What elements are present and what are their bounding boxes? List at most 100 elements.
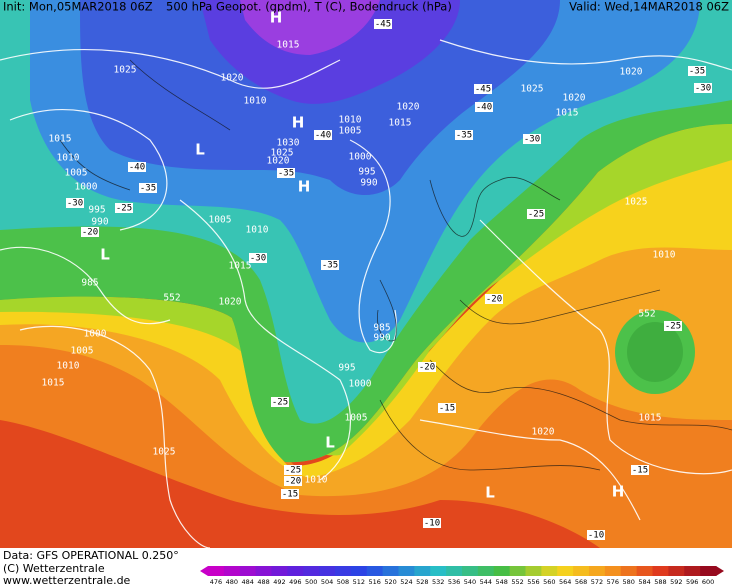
isobar-label: 1005 bbox=[345, 413, 368, 424]
isobar-label: 1005 bbox=[209, 215, 232, 226]
legend-swatch bbox=[509, 566, 526, 576]
temperature-label-box bbox=[284, 476, 302, 486]
legend-swatch bbox=[652, 566, 669, 576]
temperature-label: -45 bbox=[375, 20, 391, 30]
legend-level: 476 bbox=[210, 578, 222, 586]
temperature-label-box bbox=[374, 19, 392, 29]
legend-swatch bbox=[350, 566, 368, 576]
legend-level: 560 bbox=[543, 578, 555, 586]
legend-swatch bbox=[573, 566, 590, 576]
legend-level: 540 bbox=[464, 578, 476, 586]
temperature-label-box bbox=[418, 362, 436, 372]
legend-arrow-left bbox=[200, 566, 208, 576]
temperature-label: -30 bbox=[67, 199, 83, 209]
temperature-label-box bbox=[475, 102, 493, 112]
legend-swatch bbox=[446, 566, 463, 576]
temperature-label: -40 bbox=[129, 163, 145, 173]
legend-level: 576 bbox=[607, 578, 619, 586]
pressure-center: H bbox=[612, 483, 625, 501]
legend-swatch bbox=[414, 566, 431, 576]
temperature-label-box bbox=[271, 397, 289, 407]
temperature-label: -20 bbox=[82, 228, 98, 238]
legend-swatch bbox=[557, 566, 574, 576]
isobar-label: 1015 bbox=[556, 108, 579, 119]
legend-swatch bbox=[335, 566, 352, 576]
temperature-label-box bbox=[249, 253, 267, 263]
legend-level: 488 bbox=[257, 578, 269, 586]
temperature-label-box bbox=[527, 209, 545, 219]
temperature-label-box bbox=[485, 294, 503, 304]
map-labels: 1015102510201010103010251020101010051000… bbox=[42, 9, 712, 541]
temperature-label-box bbox=[115, 203, 133, 213]
isobar-label: 1005 bbox=[339, 126, 362, 137]
isobar-label: 1020 bbox=[532, 427, 555, 438]
legend-level: 484 bbox=[241, 578, 253, 586]
website: www.wetterzentrale.de bbox=[3, 574, 131, 587]
isobar-label: 1025 bbox=[271, 148, 294, 159]
isobar-label: 1010 bbox=[57, 361, 80, 372]
legend-level: 524 bbox=[400, 578, 412, 586]
legend-swatch bbox=[604, 566, 622, 576]
temperature-label: -15 bbox=[282, 490, 298, 500]
isobar-label: 1005 bbox=[71, 346, 94, 357]
legend-swatch bbox=[366, 566, 384, 576]
copyright: (C) Wetterzentrale bbox=[3, 562, 105, 575]
temperature-label: -35 bbox=[278, 169, 294, 179]
legend-level: 592 bbox=[670, 578, 682, 586]
map-title: 500 hPa Geopot. (gpdm), T (C), Bodendruc… bbox=[166, 0, 452, 14]
init-time: Init: Mon,05MAR2018 06Z bbox=[3, 0, 153, 14]
temperature-label: -25 bbox=[285, 466, 301, 476]
temperature-label-box bbox=[631, 465, 649, 475]
isobar-label: 1010 bbox=[305, 475, 328, 486]
legend-level: 552 bbox=[511, 578, 523, 586]
legend-swatch bbox=[668, 566, 685, 576]
temperature-label: -30 bbox=[695, 84, 711, 94]
temperature-label: -10 bbox=[588, 531, 604, 541]
isobar-label: 995 bbox=[358, 167, 375, 178]
legend-level: 544 bbox=[480, 578, 492, 586]
isobar-label: 1005 bbox=[65, 168, 88, 179]
legend-level: 508 bbox=[337, 578, 349, 586]
legend-swatch bbox=[255, 566, 272, 576]
isobar-label: 1000 bbox=[349, 152, 372, 163]
legend-swatch bbox=[287, 566, 304, 576]
valid-time: Valid: Wed,14MAR2018 06Z bbox=[569, 0, 729, 14]
isobar-label: 1020 bbox=[221, 73, 244, 84]
temperature-label-box bbox=[284, 465, 302, 475]
legend-swatch bbox=[477, 566, 495, 576]
isobar-label: 1015 bbox=[277, 40, 300, 51]
isobar-label: 995 bbox=[88, 205, 105, 216]
legend-level: 480 bbox=[226, 578, 238, 586]
pressure-center: L bbox=[100, 246, 110, 264]
temperature-label-box bbox=[423, 518, 441, 528]
legend-swatch bbox=[303, 566, 320, 576]
isobar-label: 552 bbox=[163, 293, 180, 304]
legend-level: 492 bbox=[273, 578, 285, 586]
isobar-label: 1000 bbox=[75, 182, 98, 193]
temperature-label-box bbox=[277, 168, 295, 178]
temperature-label-box bbox=[128, 162, 146, 172]
temperature-label: -10 bbox=[424, 519, 440, 529]
temperature-label-box bbox=[281, 489, 299, 499]
temperature-label-box bbox=[81, 227, 99, 237]
isobar-label: 985 bbox=[373, 323, 390, 334]
temperature-label-box bbox=[523, 134, 541, 144]
map-field bbox=[0, 0, 732, 548]
legend-level: 548 bbox=[495, 578, 507, 586]
legend-swatch bbox=[239, 566, 257, 576]
temperature-label: -25 bbox=[116, 204, 132, 214]
temperature-label: -40 bbox=[476, 103, 492, 113]
legend-level: 504 bbox=[321, 578, 333, 586]
legend-swatch bbox=[271, 566, 288, 576]
temperature-label: -25 bbox=[665, 322, 681, 332]
isobar-label: 1010 bbox=[244, 96, 267, 107]
legend-level: 496 bbox=[289, 578, 301, 586]
isobar-label: 1010 bbox=[653, 250, 676, 261]
legend-level: 572 bbox=[591, 578, 603, 586]
legend-swatch bbox=[620, 566, 638, 576]
pressure-center: H bbox=[292, 114, 305, 132]
legend-level: 532 bbox=[432, 578, 444, 586]
isobar-label: 1000 bbox=[349, 379, 372, 390]
isobar-label: 1015 bbox=[389, 118, 412, 129]
isobar-label: 1025 bbox=[625, 197, 648, 208]
